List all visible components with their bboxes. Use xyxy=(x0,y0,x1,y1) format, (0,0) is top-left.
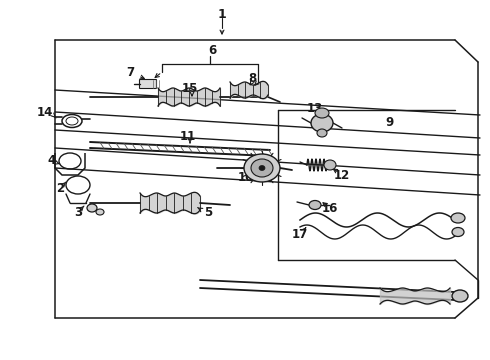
Ellipse shape xyxy=(311,114,333,132)
Ellipse shape xyxy=(451,213,465,223)
Ellipse shape xyxy=(309,201,321,210)
Text: 9: 9 xyxy=(386,116,394,129)
Text: 2: 2 xyxy=(56,181,64,194)
Text: 10: 10 xyxy=(238,171,254,184)
Text: 3: 3 xyxy=(74,206,82,219)
Ellipse shape xyxy=(87,204,97,212)
Text: 13: 13 xyxy=(307,102,323,114)
Ellipse shape xyxy=(96,209,104,215)
Ellipse shape xyxy=(259,166,265,171)
Ellipse shape xyxy=(317,129,327,137)
Text: 16: 16 xyxy=(322,202,338,215)
Text: 17: 17 xyxy=(292,228,308,240)
Ellipse shape xyxy=(452,290,468,302)
Text: 5: 5 xyxy=(204,206,212,219)
Text: 11: 11 xyxy=(180,130,196,143)
Ellipse shape xyxy=(324,160,336,170)
Text: 8: 8 xyxy=(248,72,256,85)
Ellipse shape xyxy=(251,159,273,177)
Text: 15: 15 xyxy=(182,81,198,95)
Text: 7: 7 xyxy=(126,66,134,78)
Text: 4: 4 xyxy=(48,153,56,166)
Ellipse shape xyxy=(244,154,280,182)
Ellipse shape xyxy=(452,228,464,237)
Text: 1: 1 xyxy=(218,8,226,21)
Text: 14: 14 xyxy=(37,105,53,118)
FancyBboxPatch shape xyxy=(140,80,156,89)
Text: 12: 12 xyxy=(334,168,350,181)
Ellipse shape xyxy=(315,108,329,118)
Text: 6: 6 xyxy=(208,44,216,57)
